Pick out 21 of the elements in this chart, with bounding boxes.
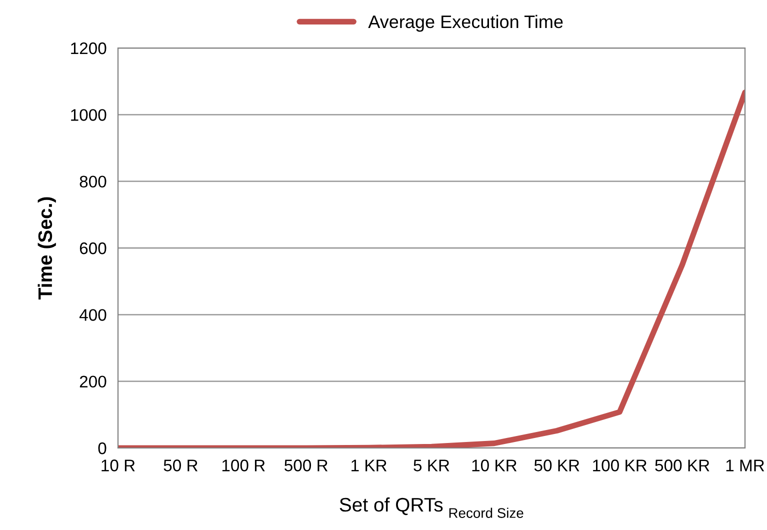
- x-tick-label: 50 KR: [534, 460, 580, 472]
- y-tick-label: 1200: [71, 42, 106, 54]
- y-tick-label: 200: [80, 376, 106, 388]
- x-tick-label: 5 KR: [414, 460, 450, 472]
- y-axis-title: Time (Sec.): [38, 197, 56, 300]
- x-tick-label: 10 R: [102, 460, 135, 472]
- x-tick-label: 500 R: [284, 460, 328, 472]
- x-tick-label: 500 KR: [655, 460, 710, 472]
- x-tick-label: 100 R: [222, 460, 265, 472]
- x-tick-label: 100 KR: [593, 460, 647, 472]
- y-tick-label: 0: [98, 442, 106, 454]
- y-tick-label: 400: [79, 309, 106, 321]
- x-tick-label: 10 KR: [472, 460, 517, 472]
- x-tick-label: 1 MR: [726, 460, 764, 472]
- x-tick-label: 1 KR: [352, 460, 387, 472]
- x-axis-title: Set of QRTs Record Size: [340, 497, 524, 518]
- legend-label: Average Execution Time: [368, 14, 563, 32]
- x-tick-label: 50 R: [164, 460, 198, 472]
- y-tick-label: 1000: [71, 109, 106, 121]
- y-tick-label: 800: [80, 176, 106, 188]
- y-tick-label: 600: [80, 242, 106, 254]
